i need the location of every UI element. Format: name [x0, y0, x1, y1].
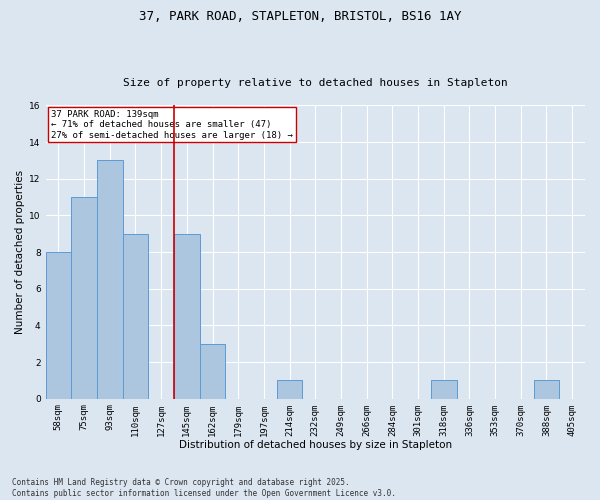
Bar [277, 380, 302, 398]
X-axis label: Distribution of detached houses by size in Stapleton: Distribution of detached houses by size … [179, 440, 452, 450]
Bar [46, 252, 71, 398]
Y-axis label: Number of detached properties: Number of detached properties [15, 170, 25, 334]
Bar [71, 197, 97, 398]
Title: Size of property relative to detached houses in Stapleton: Size of property relative to detached ho… [123, 78, 508, 88]
Bar [533, 380, 559, 398]
Bar [122, 234, 148, 398]
Bar [200, 344, 226, 398]
Bar [431, 380, 457, 398]
Text: 37, PARK ROAD, STAPLETON, BRISTOL, BS16 1AY: 37, PARK ROAD, STAPLETON, BRISTOL, BS16 … [139, 10, 461, 23]
Text: 37 PARK ROAD: 139sqm
← 71% of detached houses are smaller (47)
27% of semi-detac: 37 PARK ROAD: 139sqm ← 71% of detached h… [51, 110, 293, 140]
Text: Contains HM Land Registry data © Crown copyright and database right 2025.
Contai: Contains HM Land Registry data © Crown c… [12, 478, 396, 498]
Bar [174, 234, 200, 398]
Bar [97, 160, 122, 398]
